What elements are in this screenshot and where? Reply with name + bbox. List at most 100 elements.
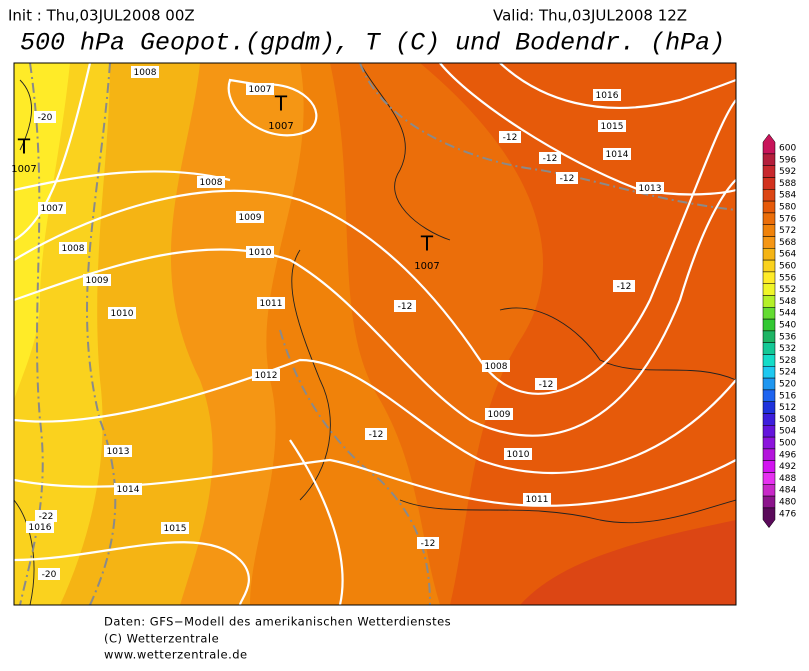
legend-swatch: [762, 189, 776, 202]
low-pressure: 1007: [414, 261, 439, 272]
legend-label: 556: [779, 273, 796, 283]
isobar-label: 1008: [485, 362, 508, 372]
temperature-label: -20: [42, 570, 57, 580]
legend-label: 520: [779, 380, 796, 390]
legend-label: 516: [779, 391, 796, 401]
temperature-label-box: [535, 378, 557, 390]
legend-swatch: [762, 460, 776, 473]
isobar-label-box: [482, 360, 510, 372]
legend-swatch: [762, 200, 776, 214]
isobar-label-box: [246, 246, 274, 258]
legend-swatch: [762, 436, 776, 450]
isobar-label-box: [236, 211, 264, 223]
temperature-label-box: [556, 172, 578, 184]
legend-label: 508: [779, 415, 796, 425]
legend-swatch: [762, 259, 776, 273]
legend-swatch: [762, 330, 776, 343]
isobar-label: 1016: [29, 523, 52, 533]
legend-label: 496: [779, 450, 796, 460]
legend-label: 544: [779, 309, 796, 319]
isobar-label: 1008: [62, 244, 85, 254]
temperature-label: -12: [560, 174, 575, 184]
legend-label: 492: [779, 462, 796, 472]
low-symbol: T: [420, 232, 434, 256]
isobar-label-box: [114, 483, 142, 495]
temperature-label-box: [35, 510, 57, 522]
legend-label: 596: [779, 155, 796, 165]
footer-line: Daten: GFS−Modell des amerikanischen Wet…: [104, 615, 451, 629]
temperature-label-box: [394, 300, 416, 312]
isobar-label-box: [504, 448, 532, 460]
isobar-label: 1009: [239, 213, 262, 223]
legend-swatch: [762, 307, 776, 320]
temperature-label-box: [613, 280, 635, 292]
isobar-label-box: [38, 202, 66, 214]
temperature-label-box: [365, 428, 387, 440]
legend-label: 488: [779, 474, 796, 484]
low-symbol: T: [17, 135, 31, 159]
legend-label: 500: [779, 439, 796, 449]
legend-label: 480: [779, 498, 796, 508]
legend-swatch: [762, 389, 776, 402]
legend-label: 572: [779, 226, 796, 236]
isobar-label: 1015: [164, 524, 187, 534]
isobar-label-box: [131, 66, 159, 78]
legend-swatch: [762, 507, 776, 529]
isobar-label: 1008: [134, 68, 157, 78]
legend-label: 584: [779, 191, 796, 201]
low-pressure: 1007: [268, 121, 293, 132]
legend-swatch: [762, 318, 776, 332]
isobar-label: 1010: [249, 248, 272, 258]
field-580: [420, 63, 736, 605]
isobar-label-box: [257, 297, 285, 309]
legend-swatch: [762, 177, 776, 190]
legend-swatch: [762, 224, 776, 237]
isobar-label: 1010: [111, 309, 134, 319]
valid-time: Valid: Thu,03JUL2008 12Z: [493, 7, 687, 25]
legend-label: 576: [779, 214, 796, 224]
isobar-label: 1008: [200, 178, 223, 188]
map-title: 500 hPa Geopot.(gpdm), T (C) und Bodendr…: [20, 29, 725, 58]
temperature-isolines: [19, 63, 736, 605]
legend-swatch: [762, 472, 776, 485]
legend-swatch: [762, 212, 776, 225]
isobar-label-box: [26, 521, 54, 533]
temperature-label: -12: [543, 154, 558, 164]
temperature-label: -20: [38, 113, 53, 123]
isobar-label: 1009: [86, 276, 109, 286]
legend-label: 564: [779, 250, 796, 260]
low-pressure: 1007: [11, 164, 36, 175]
coastlines: [14, 63, 736, 605]
map-area: [14, 63, 736, 605]
legend-label: 484: [779, 486, 796, 496]
temperature-label: -12: [398, 302, 413, 312]
legend-swatch: [762, 248, 776, 261]
isobars: [14, 63, 736, 605]
legend-label: 592: [779, 167, 796, 177]
field-556: [14, 63, 70, 400]
isobar-label: 1016: [596, 91, 619, 101]
legend-label: 504: [779, 427, 796, 437]
isobar-label-box: [603, 148, 631, 160]
isobar-label-box: [485, 408, 513, 420]
footer-line: (C) Wetterzentrale: [104, 632, 219, 646]
legend-swatch: [762, 165, 776, 178]
isobar-label: 1009: [488, 410, 511, 420]
legend-swatch: [762, 283, 776, 296]
isobar-label: 1010: [507, 450, 530, 460]
temperature-label-box: [499, 131, 521, 143]
legend-label: 476: [779, 509, 796, 519]
legend-swatch: [762, 495, 776, 509]
legend-swatch: [762, 377, 776, 391]
isobar-label-box: [523, 493, 551, 505]
legend-label: 528: [779, 356, 796, 366]
legend-label: 568: [779, 238, 796, 248]
legend-swatch: [762, 236, 776, 249]
isobar-label: 1014: [606, 150, 629, 160]
map-labels: 1008 1007 1016 1015 1014 1013 1008 1007 1009 1010…: [11, 66, 664, 580]
isobar-label: 1013: [639, 184, 662, 194]
legend-swatch: [762, 448, 776, 461]
legend-swatch: [762, 342, 776, 355]
